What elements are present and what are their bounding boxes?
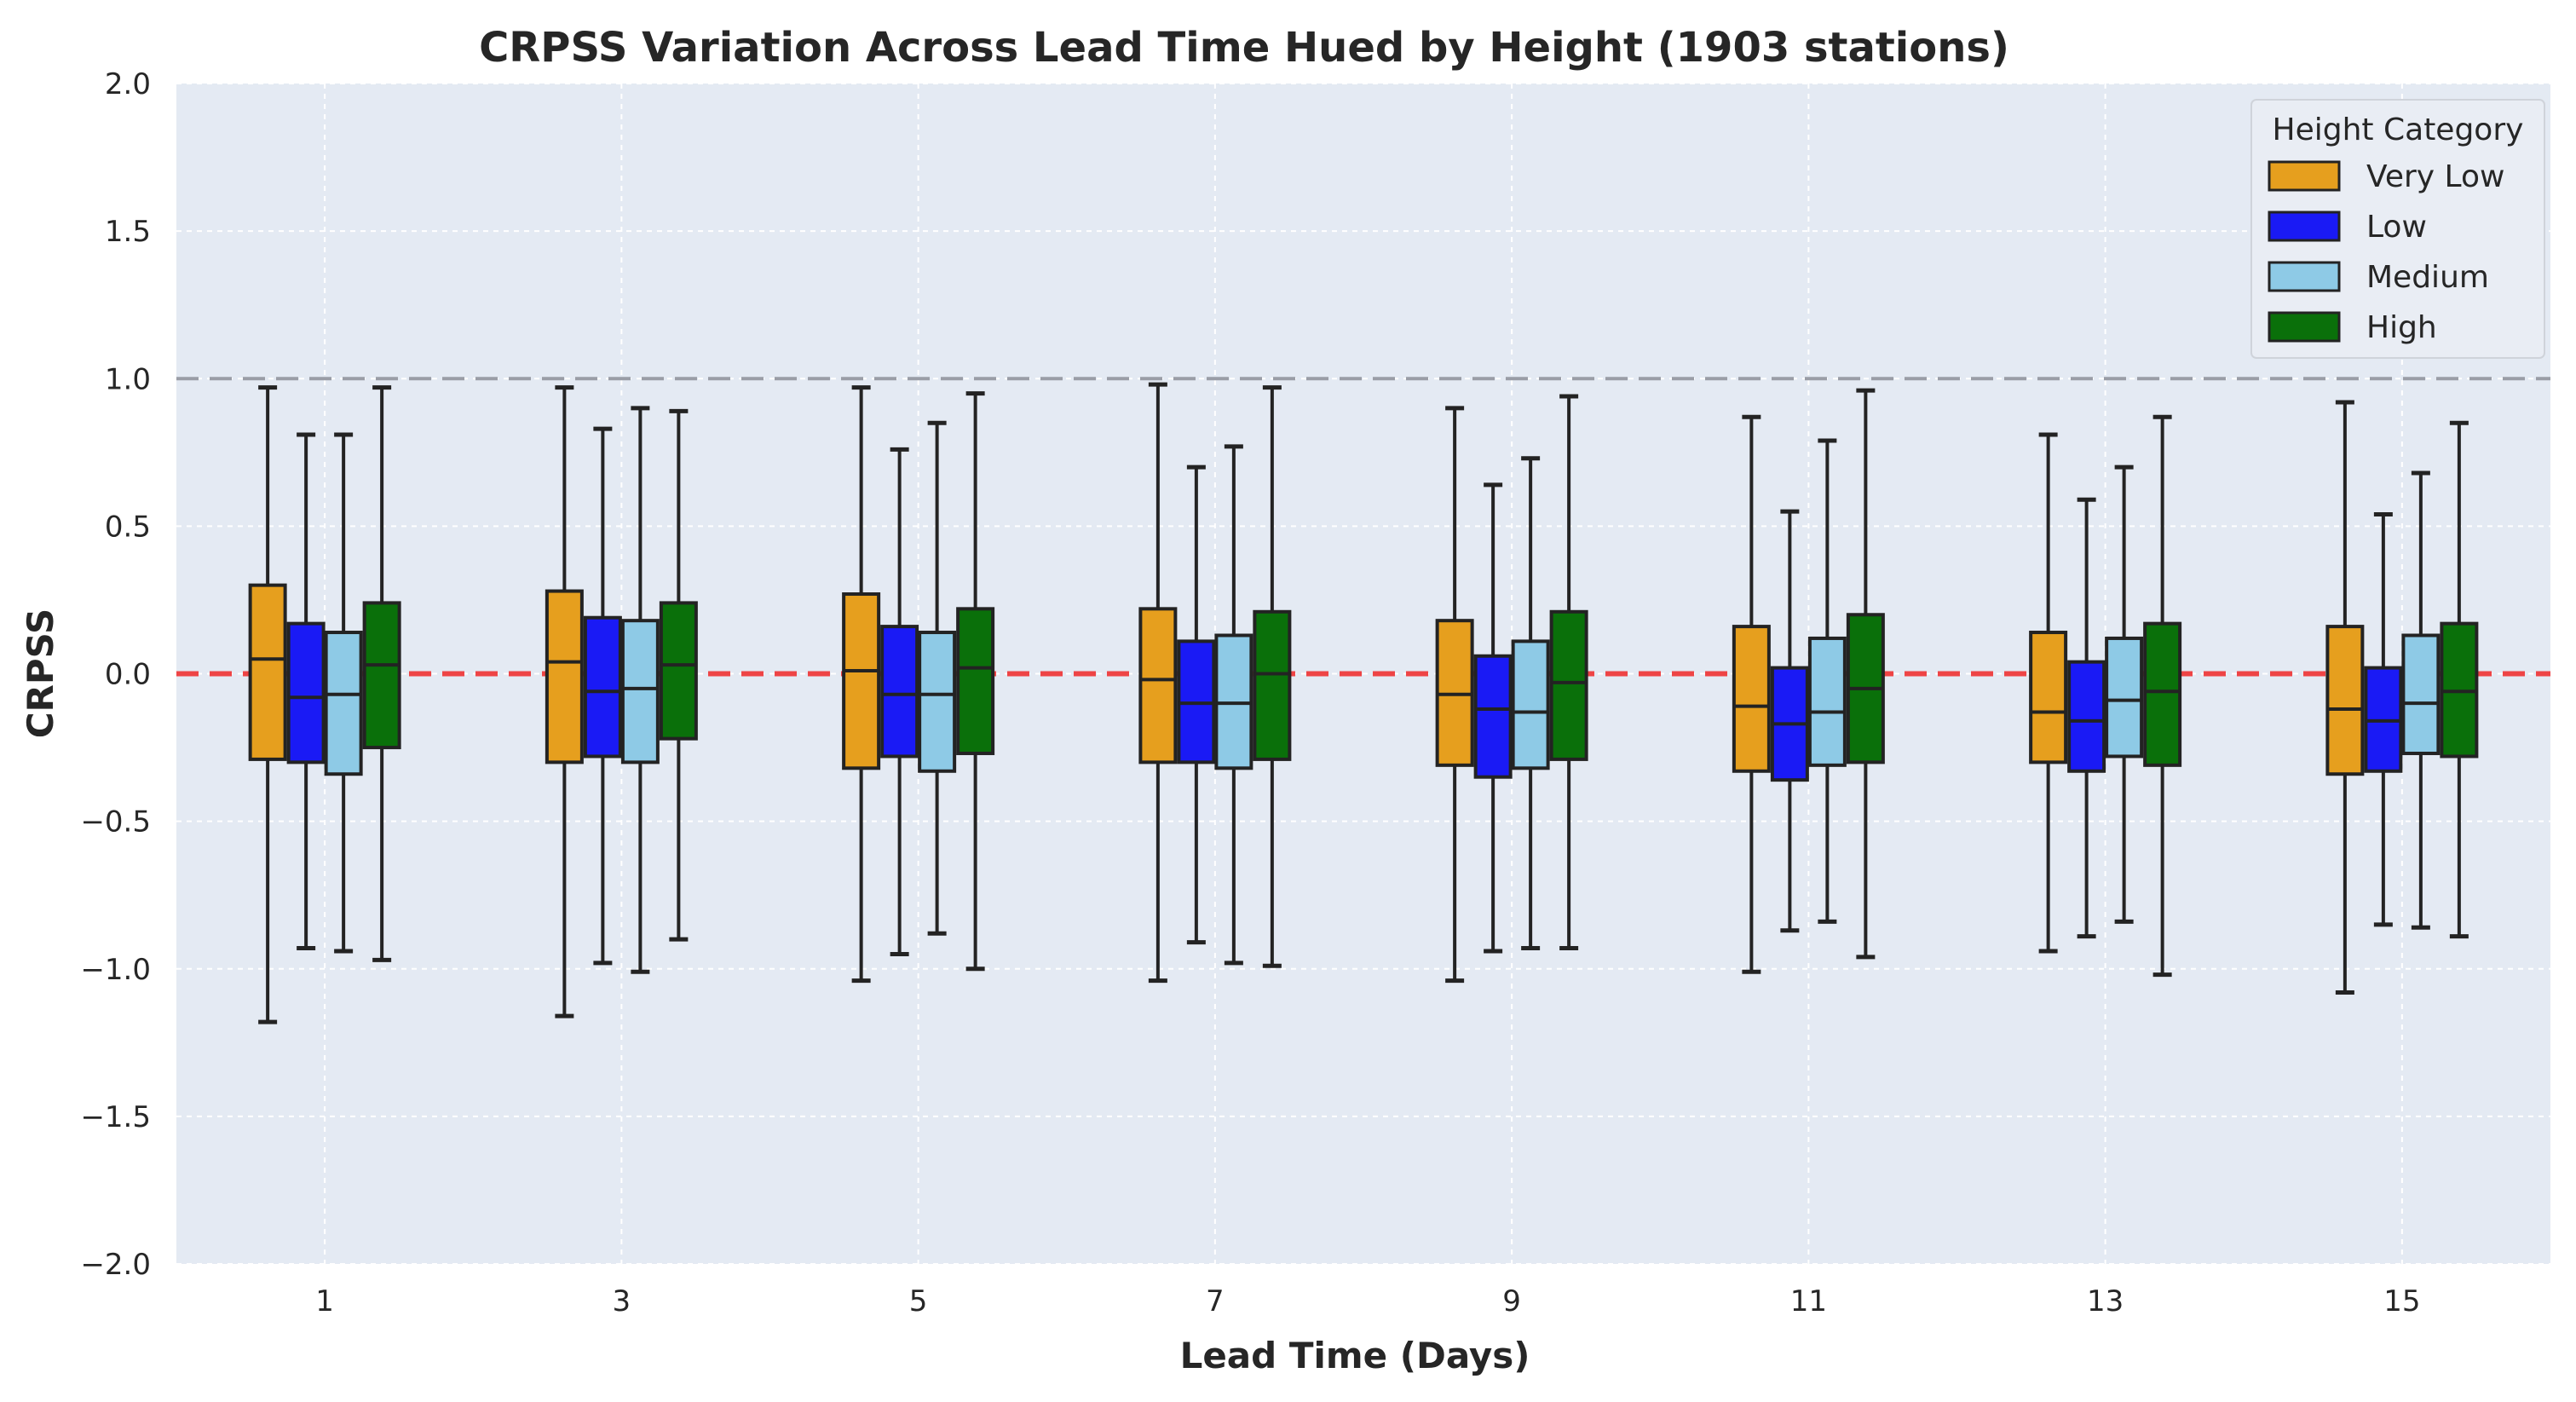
box-medium-13 [2105,464,2144,924]
iqr-box [324,631,363,776]
box-low-1 [286,432,326,951]
box-very-low-1 [248,385,287,1024]
iqr-box [842,592,881,770]
box-low-3 [583,426,622,966]
box-plots [248,382,2479,1024]
legend-swatch [2268,160,2341,192]
y-tick-label: 1.0 [105,362,151,396]
iqr-box [659,601,698,741]
box-high-7 [1253,385,1292,968]
x-tick-label: 15 [2383,1284,2420,1318]
iqr-box [1511,639,1550,770]
x-tick-label: 1 [315,1284,334,1318]
iqr-box [248,583,287,761]
iqr-box [2325,625,2365,776]
grid-lines [176,83,2550,1265]
iqr-box [362,601,401,750]
box-high-15 [2440,420,2479,939]
y-axis-label: CRPSS [20,609,61,739]
legend-label: Very Low [2366,159,2504,194]
box-very-low-9 [1435,406,1474,984]
iqr-box [1732,625,1771,773]
box-medium-7 [1214,444,1253,966]
box-high-11 [1846,388,1885,960]
legend-label: High [2366,310,2437,345]
box-very-low-7 [1138,382,1178,984]
box-low-13 [2067,497,2106,939]
legend-title: Height Category [2273,113,2524,147]
box-low-7 [1177,464,1216,945]
box-high-13 [2143,414,2182,978]
iqr-box [1138,607,1178,764]
legend-items: Very Low Low Medium High [2268,159,2504,345]
y-tick-label: −1.5 [80,1100,151,1134]
legend-label: Medium [2366,260,2489,295]
box-high-1 [362,385,401,962]
box-medium-15 [2401,470,2441,930]
x-tick-label: 7 [1206,1284,1225,1318]
iqr-box [956,607,995,755]
y-tick-label: 0.5 [105,510,151,544]
legend-swatch [2268,211,2341,242]
legend: Height Category Very Low Low Medium High [2250,99,2545,359]
iqr-box [1549,609,1588,761]
iqr-box [880,625,919,759]
box-high-3 [659,408,698,942]
iqr-box [1807,636,1847,767]
iqr-box [1473,654,1513,779]
x-tick-label: 5 [909,1284,928,1318]
box-low-9 [1473,482,1513,954]
iqr-box [2401,633,2441,755]
x-axis-ticks: 1 3 5 7 9 11 13 15 [315,1284,2420,1318]
iqr-box [620,619,660,764]
iqr-box [1253,609,1292,761]
x-tick-label: 3 [613,1284,631,1318]
legend-swatch [2268,261,2341,292]
box-medium-3 [620,406,660,974]
chart-title: CRPSS Variation Across Lead Time Hued by… [479,24,2009,72]
box-low-11 [1770,509,1809,933]
y-tick-label: 1.5 [105,215,151,249]
iqr-box [918,631,957,773]
box-medium-9 [1511,456,1550,951]
iqr-box [583,615,622,759]
box-very-low-13 [2029,432,2068,954]
y-axis-ticks: 2.0 1.5 1.0 0.5 0.0 −0.5 −1.0 −1.5 −2.0 [80,67,151,1282]
box-very-low-5 [842,385,881,984]
x-tick-label: 11 [1790,1284,1827,1318]
box-medium-5 [918,420,957,936]
box-low-5 [880,447,919,956]
box-very-low-11 [1732,414,1771,974]
iqr-box [2105,636,2144,759]
iqr-box [545,589,584,764]
iqr-box [2067,660,2106,773]
iqr-box [2029,631,2068,764]
iqr-box [2143,621,2182,767]
box-very-low-3 [545,385,584,1018]
legend-label: Low [2366,210,2427,245]
x-tick-label: 13 [2087,1284,2124,1318]
y-tick-label: 0.0 [105,658,151,692]
box-medium-11 [1807,438,1847,924]
box-low-15 [2364,512,2403,927]
x-axis-label: Lead Time (Days) [1180,1335,1530,1376]
y-tick-label: −0.5 [80,805,151,839]
y-tick-label: 2.0 [105,67,151,101]
x-tick-label: 9 [1502,1284,1521,1318]
box-high-9 [1549,394,1588,951]
box-very-low-15 [2325,400,2365,995]
y-tick-label: −2.0 [80,1248,151,1282]
box-medium-1 [324,432,363,954]
legend-swatch [2268,311,2341,343]
iqr-box [286,621,326,764]
y-tick-label: −1.0 [80,953,151,987]
box-high-5 [956,391,995,972]
